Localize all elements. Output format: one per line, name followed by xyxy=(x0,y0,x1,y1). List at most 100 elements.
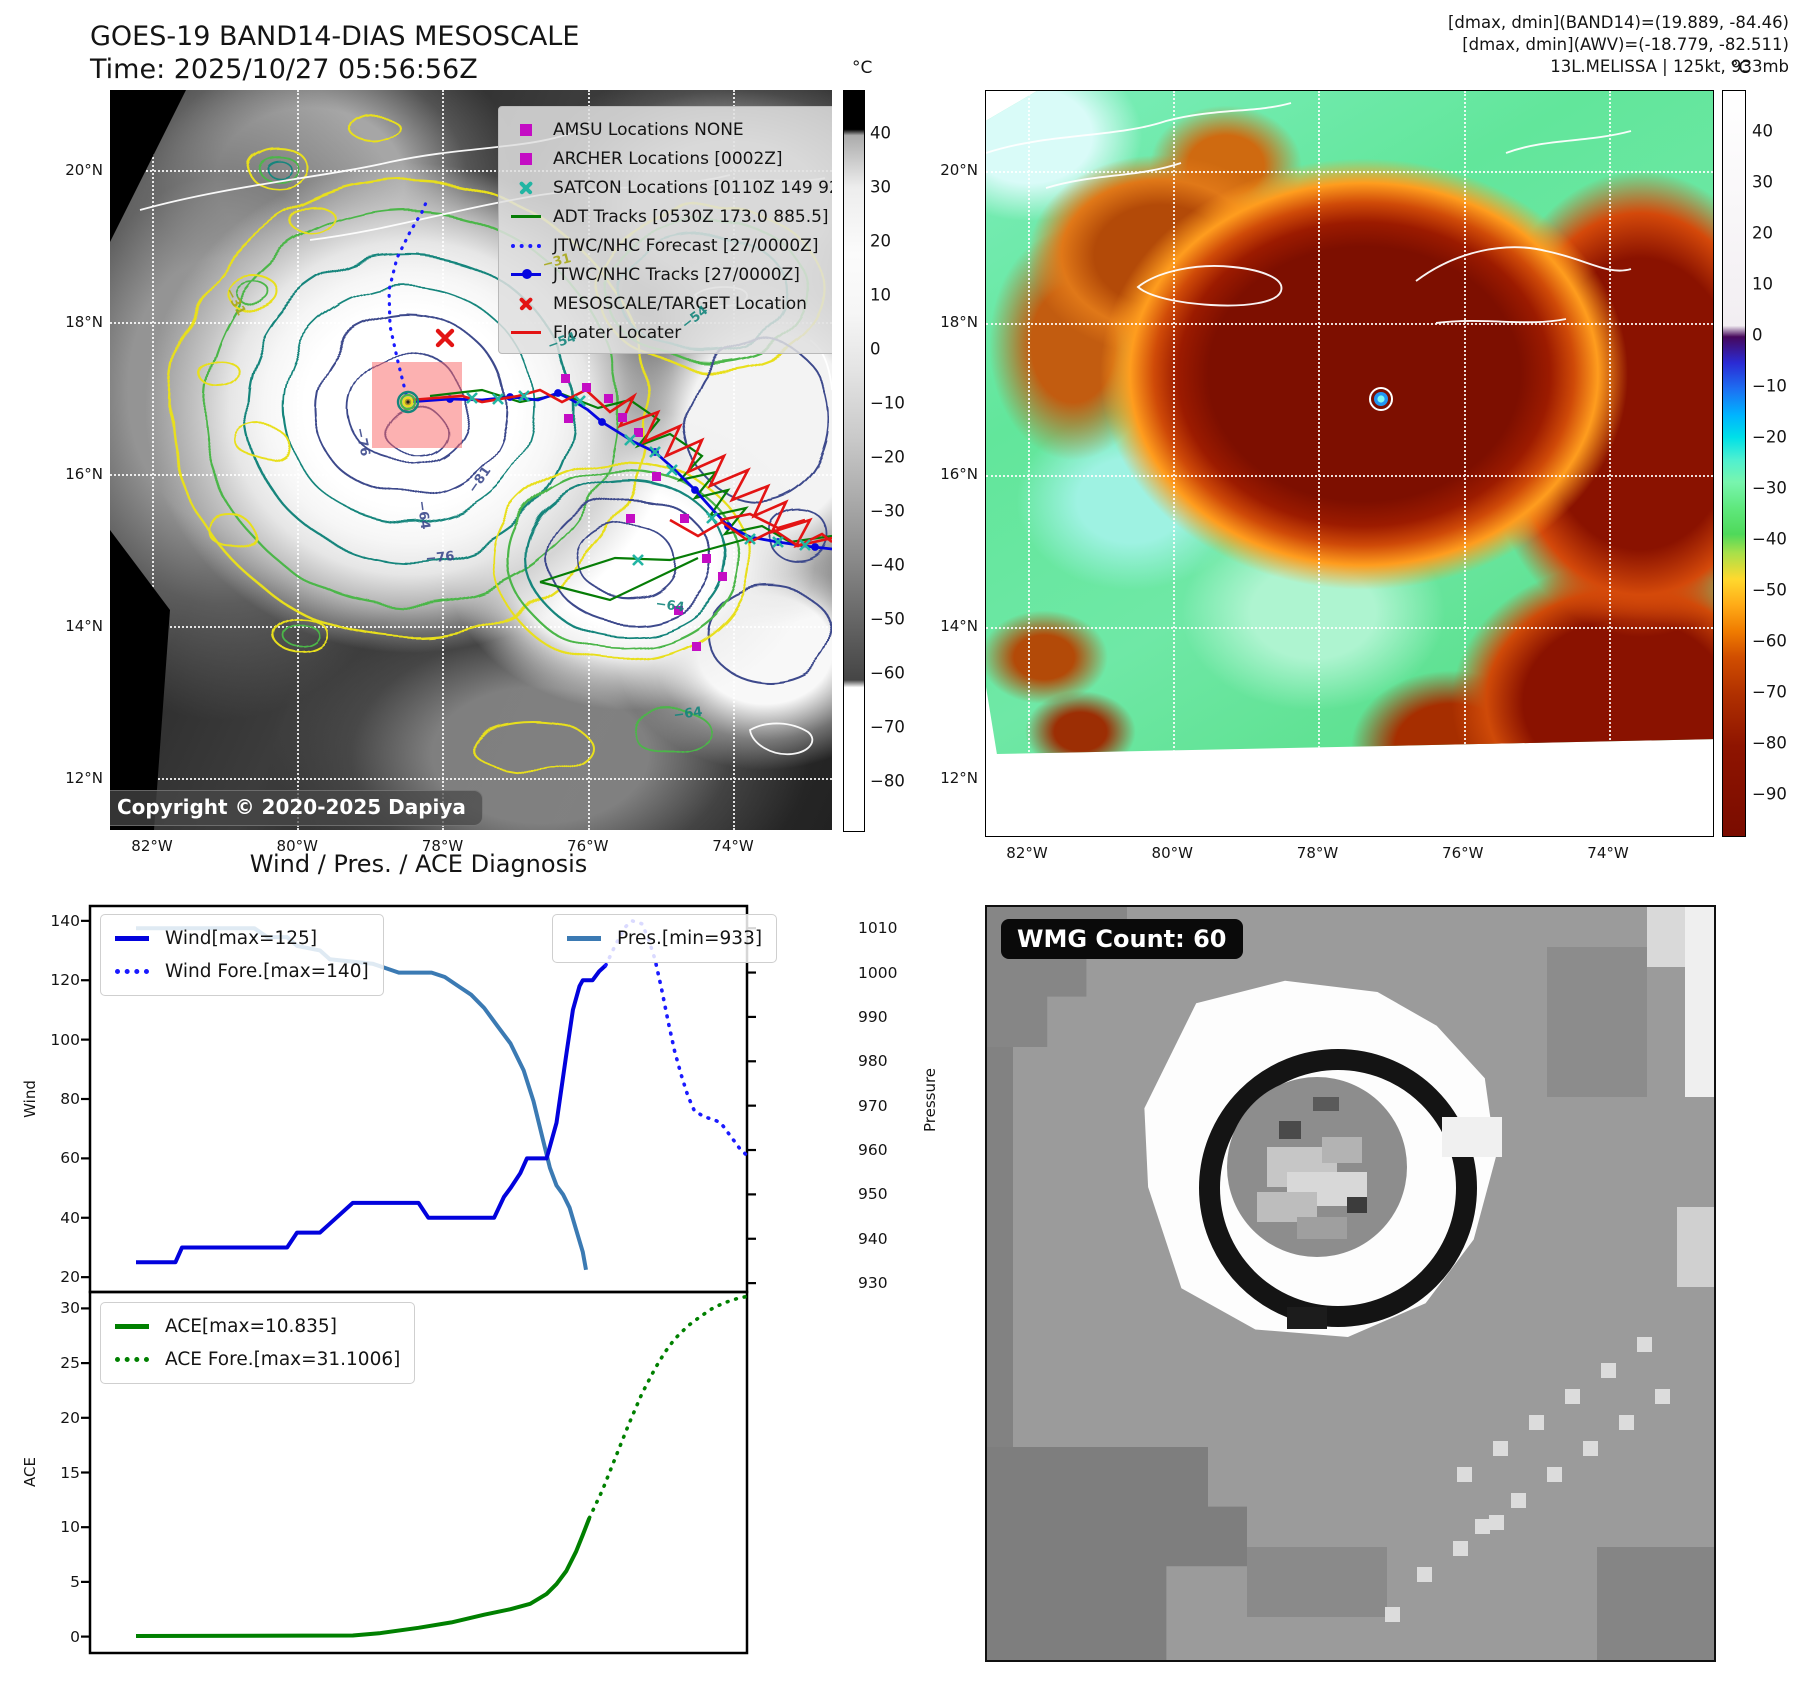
tick-label: 20°N xyxy=(65,161,103,179)
ace-chart xyxy=(81,1290,749,1655)
tick-label: 1010 xyxy=(858,919,898,938)
tick-label: 76°W xyxy=(1442,844,1484,862)
tick-label: 18°N xyxy=(65,313,103,331)
tick-label: −10 xyxy=(1752,376,1787,396)
speckle xyxy=(1547,1467,1562,1482)
white-pixels xyxy=(1442,1117,1502,1157)
gridline xyxy=(442,90,444,830)
band14-map-panel: AMSU Locations NONE ARCHER Locations [00… xyxy=(110,90,832,830)
archer-location-markers xyxy=(561,374,727,651)
tick-label: −10 xyxy=(870,393,905,413)
map-overlay-svg xyxy=(110,90,832,830)
page-title: GOES-19 BAND14-DIAS MESOSCALE xyxy=(90,21,580,52)
gridline xyxy=(110,626,832,628)
tick-label: 25 xyxy=(60,1354,80,1373)
track-linedot-icon xyxy=(509,269,543,279)
satcon-location-markers xyxy=(466,390,811,566)
tick-label: 20 xyxy=(1752,223,1773,243)
ace-legend-label: ACE[max=10.835] xyxy=(165,1316,337,1337)
awv-map-panel xyxy=(985,90,1714,837)
chart-title: Wind / Pres. / ACE Diagnosis xyxy=(249,850,588,878)
tick-label: 16°N xyxy=(940,465,978,483)
forecast-dotted-icon xyxy=(509,243,543,248)
wind-fore-legend-label: Wind Fore.[max=140] xyxy=(165,961,369,982)
tick-label: 80 xyxy=(60,1090,80,1108)
coastlines xyxy=(986,102,1632,324)
speckle xyxy=(1583,1441,1598,1456)
tick-label: −20 xyxy=(1752,427,1787,447)
tick-label: −50 xyxy=(1752,580,1787,600)
tick-label: 1000 xyxy=(858,963,898,982)
tick-label: 60 xyxy=(60,1149,80,1168)
legend-item: JTWC/NHC Forecast [27/0000Z] xyxy=(509,231,832,260)
speckle xyxy=(1493,1441,1508,1456)
tick-label: −40 xyxy=(870,555,905,575)
color-ir-imagery xyxy=(986,91,1713,755)
speckle xyxy=(1457,1467,1472,1482)
tick-label: 10 xyxy=(1752,274,1773,294)
tick-label: 980 xyxy=(858,1052,888,1071)
tick-label: 82°W xyxy=(1006,844,1048,862)
tick-label: 14°N xyxy=(940,617,978,635)
band14-colorbar xyxy=(843,90,865,832)
speckle xyxy=(1489,1515,1504,1530)
tick-label: 20 xyxy=(60,1408,80,1427)
gray-patch xyxy=(1547,947,1647,1097)
tick-label: −70 xyxy=(1752,682,1787,702)
legend-item: Floater Locater xyxy=(509,318,832,347)
amsu-square-icon xyxy=(509,123,543,136)
tick-label: 990 xyxy=(858,1007,888,1026)
series-ace-max-10-835- xyxy=(135,1517,592,1638)
eye-disc xyxy=(1227,1077,1407,1257)
tick-label: 14°N xyxy=(65,617,103,635)
storm-eye xyxy=(396,390,420,414)
tick-label: 940 xyxy=(858,1229,888,1248)
pressure-axis-label: Pressure xyxy=(921,1067,939,1133)
tick-label: −60 xyxy=(1752,631,1787,651)
legend-item: AMSU Locations NONE xyxy=(509,115,832,144)
legend-item: MESOSCALE/TARGET Location xyxy=(509,289,832,318)
speckle xyxy=(1475,1519,1490,1534)
tick-label: 80°W xyxy=(1151,844,1193,862)
target-x-icon xyxy=(509,297,543,311)
speckle xyxy=(1637,1337,1652,1352)
gray-patch xyxy=(1597,1547,1714,1660)
storm-status: 13L.MELISSA | 125kt, 933mb xyxy=(1550,57,1789,76)
series-wind-max-125- xyxy=(136,963,608,1265)
timestamp: Time: 2025/10/27 05:56:56Z xyxy=(90,54,478,85)
header-left: GOES-19 BAND14-DIAS MESOSCALE Time: 2025… xyxy=(90,20,579,86)
tick-label: 40 xyxy=(60,1208,80,1227)
tick-label: 5 xyxy=(70,1572,80,1591)
tick-label: −30 xyxy=(870,501,905,521)
speckle xyxy=(1417,1567,1432,1582)
tick-label: 0 xyxy=(70,1627,80,1646)
tick-label: −30 xyxy=(1752,478,1787,498)
tick-label: 100 xyxy=(50,1030,80,1049)
storm-eye xyxy=(1369,387,1393,411)
copyright-watermark: Copyright © 2020-2025 Dapiya xyxy=(110,790,483,826)
gridline xyxy=(297,90,299,830)
gridline xyxy=(152,90,154,830)
gray-patch xyxy=(987,1447,1247,1660)
tick-label: 30 xyxy=(1752,172,1773,192)
wmg-count-label: WMG Count: 60 xyxy=(1017,925,1227,953)
white-strip xyxy=(1677,1207,1714,1287)
satcon-x-icon xyxy=(509,181,543,195)
ace-legend: ACE[max=10.835] ACE Fore.[max=31.1006] xyxy=(100,1302,416,1384)
tick-label: 40 xyxy=(1752,121,1773,141)
awv-colorbar xyxy=(1722,90,1746,837)
speckle xyxy=(1385,1607,1400,1622)
tick-label: 20°N xyxy=(940,161,978,179)
tick-label: −40 xyxy=(1752,529,1787,549)
tick-label: 20 xyxy=(60,1268,80,1287)
white-strip xyxy=(1685,907,1714,1097)
gridline xyxy=(110,170,832,172)
tick-label: 140 xyxy=(50,911,80,930)
floater-line-icon xyxy=(509,330,543,335)
map-legend: AMSU Locations NONE ARCHER Locations [00… xyxy=(498,106,832,354)
legend-item: SATCON Locations [0110Z 149 926] xyxy=(509,173,832,202)
floater-track xyxy=(409,388,832,548)
pressure-legend: Pres.[min=933] xyxy=(552,914,778,963)
gridline xyxy=(110,778,832,780)
tick-label: 18°N xyxy=(940,313,978,331)
